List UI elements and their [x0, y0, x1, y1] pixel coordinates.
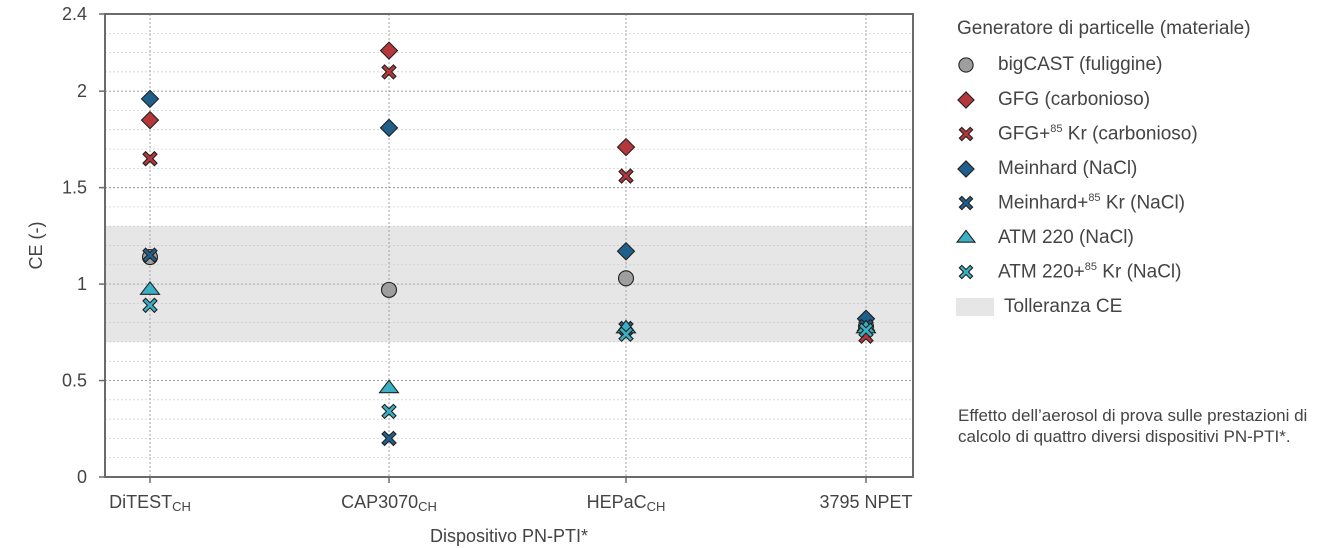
legend-label-text: GFG (carbonioso)	[998, 88, 1151, 110]
legend-marker	[958, 264, 974, 280]
data-point	[381, 64, 397, 80]
legend-label-superscript: 85	[1088, 192, 1101, 205]
x-tick-label: CAP3070CH	[341, 492, 437, 514]
legend-label: GFG (carbonioso)	[998, 89, 1150, 111]
legend-label: ATM 220+85 Kr (NaCl)	[998, 261, 1181, 283]
legend-label: Meinhard+85 Kr (NaCl)	[998, 192, 1185, 214]
y-tick-label: 0	[77, 467, 87, 487]
legend-item: GFG (carbonioso)	[952, 83, 1312, 118]
legend-marker	[957, 90, 975, 109]
chart-caption: Effetto dell’aerosol di prova sulle pres…	[958, 406, 1308, 446]
data-point	[379, 118, 399, 138]
legend-item: ATM 220 (NaCl)	[952, 221, 1312, 256]
legend-marker-icon	[957, 90, 975, 109]
plot-frame	[104, 13, 914, 478]
legend-marker	[955, 229, 977, 243]
legend-marker	[958, 195, 974, 211]
legend-marker-icon	[955, 229, 977, 243]
data-point	[616, 242, 636, 261]
y-tick-label: 2	[77, 81, 87, 101]
data-point	[378, 379, 400, 394]
data-point	[858, 322, 874, 339]
y-tick-label: 0.5	[62, 371, 87, 391]
legend-label: bigCAST (fuliggine)	[998, 54, 1162, 76]
data-point	[142, 297, 158, 314]
legend-label-text: Meinhard+	[998, 192, 1089, 214]
legend-item: Meinhard (NaCl)	[952, 152, 1312, 187]
data-point	[381, 403, 397, 420]
data-point	[379, 41, 399, 60]
data-point	[139, 280, 161, 295]
legend-marker-icon	[958, 57, 974, 73]
legend-marker	[957, 159, 975, 178]
legend-marker-icon	[957, 159, 975, 178]
data-point	[381, 430, 397, 447]
legend-marker	[958, 126, 974, 142]
tolerance-swatch	[956, 297, 994, 316]
legend-item: bigCAST (fuliggine)	[952, 48, 1312, 83]
legend-label-text: Meinhard (NaCl)	[998, 157, 1138, 179]
legend-title: Generatore di particelle (materiale)	[957, 18, 1251, 39]
data-point	[618, 168, 634, 184]
data-point	[140, 110, 160, 130]
y-tick-label: 1	[77, 274, 87, 294]
legend-label-text: bigCAST (fuliggine)	[998, 54, 1163, 76]
legend-item: Meinhard+85 Kr (NaCl)	[952, 186, 1312, 221]
y-axis-title: CE (-)	[26, 222, 46, 270]
data-point	[140, 89, 160, 109]
legend-marker-icon	[958, 195, 974, 211]
legend: Generatore di particelle (materiale) big…	[952, 14, 1312, 324]
x-tick-label: DiTESTCH	[109, 492, 191, 514]
legend-label: Meinhard (NaCl)	[998, 158, 1137, 180]
legend-marker	[958, 57, 974, 73]
data-point	[142, 150, 158, 167]
data-point	[618, 326, 634, 343]
legend-label: ATM 220 (NaCl)	[998, 227, 1134, 249]
x-tick-label: HEPaCCH	[587, 492, 666, 514]
legend-item: GFG+85 Kr (carbonioso)	[952, 117, 1312, 152]
legend-label-text: Kr (carbonioso)	[1062, 123, 1198, 145]
x-axis-title: Dispositivo PN-PTI*	[430, 526, 588, 546]
legend-label-text: ATM 220+	[998, 261, 1085, 283]
legend-marker-icon	[958, 126, 974, 142]
legend-item: ATM 220+85 Kr (NaCl)	[952, 255, 1312, 290]
data-point	[617, 270, 635, 287]
legend-marker-icon	[958, 264, 974, 280]
x-tick-label: 3795 NPET	[819, 492, 912, 512]
legend-label-text: GFG+	[998, 123, 1051, 145]
legend-label-text: Kr (NaCl)	[1100, 192, 1186, 214]
legend-label-superscript: 85	[1050, 123, 1063, 136]
legend-label-text: Kr (NaCl)	[1097, 261, 1182, 283]
y-tick-label: 2.4	[62, 4, 87, 24]
scatter-chart: 0 0.5 1 1.5 2 2.4 DiTESTCH CAP3070CH HEPaCCH 3795…	[26, 4, 914, 546]
data-point	[616, 137, 636, 157]
data-point	[142, 247, 158, 263]
legend-item-tolerance: Tolleranza CE	[952, 290, 1312, 325]
y-tick-label: 1.5	[62, 178, 87, 198]
legend-label-text: ATM 220 (NaCl)	[998, 226, 1134, 248]
legend-label: GFG+85 Kr (carbonioso)	[998, 123, 1198, 145]
legend-label-superscript: 85	[1084, 261, 1098, 274]
data-points	[139, 41, 877, 447]
data-point	[380, 281, 398, 298]
legend-label: Tolleranza CE	[1004, 295, 1123, 317]
